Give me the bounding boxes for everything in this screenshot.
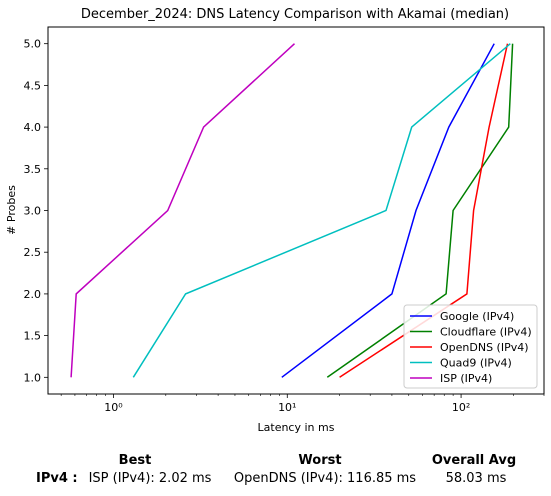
x-tick-label: 10⁰ bbox=[104, 401, 123, 414]
y-axis-ticks: 1.0 1.5 2.0 2.5 3.0 3.5 4.0 4.5 5.0 bbox=[24, 38, 48, 384]
worst-value: OpenDNS (IPv4): 116.85 ms bbox=[233, 471, 417, 486]
best-header: Best bbox=[118, 453, 152, 468]
y-tick-label: 1.5 bbox=[24, 330, 42, 343]
y-axis-label: # Probes bbox=[5, 185, 18, 235]
overall-avg-value: 58.03 ms bbox=[445, 471, 507, 486]
y-tick-label: 3.0 bbox=[24, 205, 42, 218]
series-line-isp-ipv4 bbox=[70, 43, 296, 378]
best-value: ISP (IPv4): 2.02 ms bbox=[88, 471, 212, 486]
x-axis-ticks: 10⁰ 10¹ 10² bbox=[60, 394, 545, 414]
y-tick-label: 5.0 bbox=[24, 38, 42, 51]
legend-label-quad9-ipv4: Quad9 (IPv4) bbox=[440, 357, 512, 370]
latency-chart: December_2024: DNS Latency Comparison wi… bbox=[5, 7, 545, 434]
ipv4-row-label: IPv4 : bbox=[36, 471, 78, 486]
y-tick-label: 2.0 bbox=[24, 288, 42, 301]
legend-label-cloudflare-ipv4: Cloudflare (IPv4) bbox=[440, 326, 532, 339]
x-axis-label: Latency in ms bbox=[258, 421, 335, 434]
legend: Google (IPv4) Cloudflare (IPv4) OpenDNS (I… bbox=[403, 304, 538, 389]
legend-label-google-ipv4: Google (IPv4) bbox=[440, 310, 514, 323]
x-tick-label: 10¹ bbox=[278, 401, 296, 414]
y-tick-label: 3.5 bbox=[24, 163, 42, 176]
legend-label-isp-ipv4: ISP (IPv4) bbox=[440, 372, 492, 385]
stats-summary: Best Worst Overall Avg IPv4 : ISP (IPv4)… bbox=[0, 450, 551, 496]
y-tick-label: 2.5 bbox=[24, 246, 42, 259]
worst-header: Worst bbox=[298, 453, 342, 468]
y-tick-label: 4.5 bbox=[24, 79, 42, 92]
legend-label-opendns-ipv4: OpenDNS (IPv4) bbox=[440, 341, 529, 354]
plot-area: 10⁰ 10¹ 10² 1.0 1.5 2.0 2.5 3.0 3.5 4.0 4.5 5.0 bbox=[24, 26, 545, 414]
y-tick-label: 1.0 bbox=[24, 371, 42, 384]
series-line-google-ipv4 bbox=[281, 43, 495, 378]
y-tick-label: 4.0 bbox=[24, 121, 42, 134]
overall-avg-header: Overall Avg bbox=[431, 453, 517, 468]
series-line-quad9-ipv4 bbox=[132, 43, 511, 378]
legend-box bbox=[403, 304, 538, 389]
x-tick-label: 10² bbox=[452, 401, 470, 414]
chart-title: December_2024: DNS Latency Comparison wi… bbox=[81, 7, 509, 22]
